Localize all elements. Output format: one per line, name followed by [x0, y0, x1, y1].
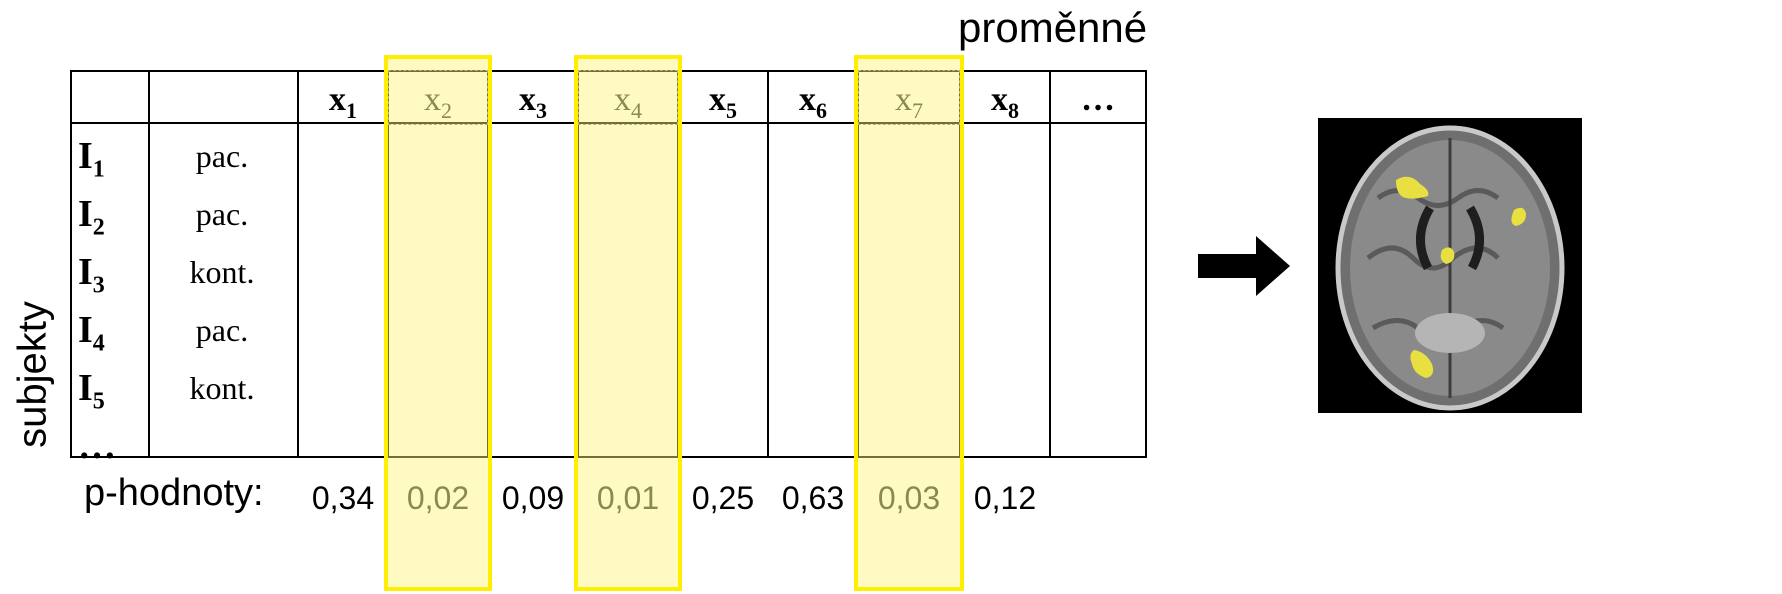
p-value: 0,34	[311, 480, 375, 516]
row-id-name: I	[78, 135, 93, 177]
column-header-5: x5	[678, 76, 768, 124]
row-id-name: I	[78, 367, 93, 409]
variables-label: proměnné	[958, 4, 1148, 51]
column-header-sub: 4	[631, 97, 642, 123]
row-divider	[70, 456, 1146, 458]
column-header-name: x	[895, 81, 912, 118]
column-header-sub: 8	[1008, 97, 1019, 123]
row-group: pac.	[195, 196, 249, 232]
column-header-1: x1	[298, 76, 388, 124]
row-group: pac.	[195, 312, 249, 348]
row-id-name: …	[78, 425, 116, 467]
selected-column-header-box	[388, 70, 488, 125]
activation-blob	[1511, 207, 1526, 226]
column-divider	[1145, 70, 1147, 458]
subjects-label: subjekty	[10, 301, 55, 448]
column-header-sub: 7	[912, 97, 923, 123]
row-group: pac.	[195, 138, 249, 174]
column-divider	[70, 70, 72, 458]
column-header-4: x4	[578, 76, 678, 124]
column-header-name: x	[709, 81, 726, 118]
activation-blob	[1410, 350, 1434, 378]
column-header-sub: 1	[346, 97, 357, 123]
row-id-name: I	[78, 309, 93, 351]
row-id-sub: 2	[92, 214, 105, 241]
column-header-name: …	[1081, 81, 1115, 118]
column-header-name: x	[991, 81, 1008, 118]
p-value: 0,01	[596, 480, 660, 516]
row-group: kont.	[189, 254, 255, 290]
column-header-3: x3	[488, 76, 578, 124]
p-value: 0,02	[406, 480, 470, 516]
column-header-name: x	[424, 81, 441, 118]
column-divider	[297, 70, 299, 458]
activation-blob	[1396, 176, 1429, 199]
row-divider	[70, 70, 1146, 72]
row-id: I4	[78, 302, 148, 372]
selected-column-highlight	[574, 55, 682, 591]
column-header-8: x8	[960, 76, 1050, 124]
row-id: …	[78, 418, 148, 474]
selected-column-highlight	[384, 55, 492, 591]
row-id: I2	[78, 186, 148, 256]
row-id-sub: 1	[92, 156, 105, 183]
p-values-label: p-hodnoty:	[84, 472, 264, 514]
column-header-9: …	[1050, 76, 1146, 124]
column-header-2: x2	[388, 76, 488, 124]
column-divider	[1049, 70, 1051, 458]
selected-column-header-box	[578, 70, 678, 125]
row-id-name: I	[78, 193, 93, 235]
row-id: I1	[78, 128, 148, 198]
column-divider	[577, 70, 579, 458]
column-header-sub: 3	[536, 97, 547, 123]
row-id-sub: 3	[92, 272, 105, 299]
selected-column-header-box	[858, 70, 960, 125]
column-divider	[767, 70, 769, 458]
activation-blob	[1440, 247, 1455, 264]
column-header-name: x	[799, 81, 816, 118]
row-id: I3	[78, 244, 148, 314]
column-header-name: x	[519, 81, 536, 118]
row-id-sub: 4	[92, 330, 105, 357]
p-value: 0,12	[973, 480, 1037, 516]
p-value: 0,09	[501, 480, 565, 516]
row-id-name: I	[78, 251, 93, 293]
row-id: I5	[78, 360, 148, 430]
column-header-sub: 6	[816, 97, 827, 123]
column-divider	[857, 70, 859, 458]
right-arrow-icon	[1198, 236, 1290, 296]
p-value: 0,25	[691, 480, 755, 516]
p-value: 0,03	[877, 480, 941, 516]
brain-scan-image	[1318, 118, 1582, 413]
row-group: kont.	[189, 370, 255, 406]
column-header-name: x	[614, 81, 631, 118]
column-header-sub: 5	[726, 97, 737, 123]
column-divider	[387, 70, 389, 458]
row-id-sub: 5	[92, 388, 105, 415]
column-header-sub: 2	[441, 97, 452, 123]
column-divider	[148, 70, 150, 458]
column-header-name: x	[329, 81, 346, 118]
column-header-7: x7	[858, 76, 960, 124]
p-value: 0,63	[781, 480, 845, 516]
row-divider	[70, 122, 1146, 124]
selected-column-highlight	[854, 55, 964, 591]
column-header-6: x6	[768, 76, 858, 124]
